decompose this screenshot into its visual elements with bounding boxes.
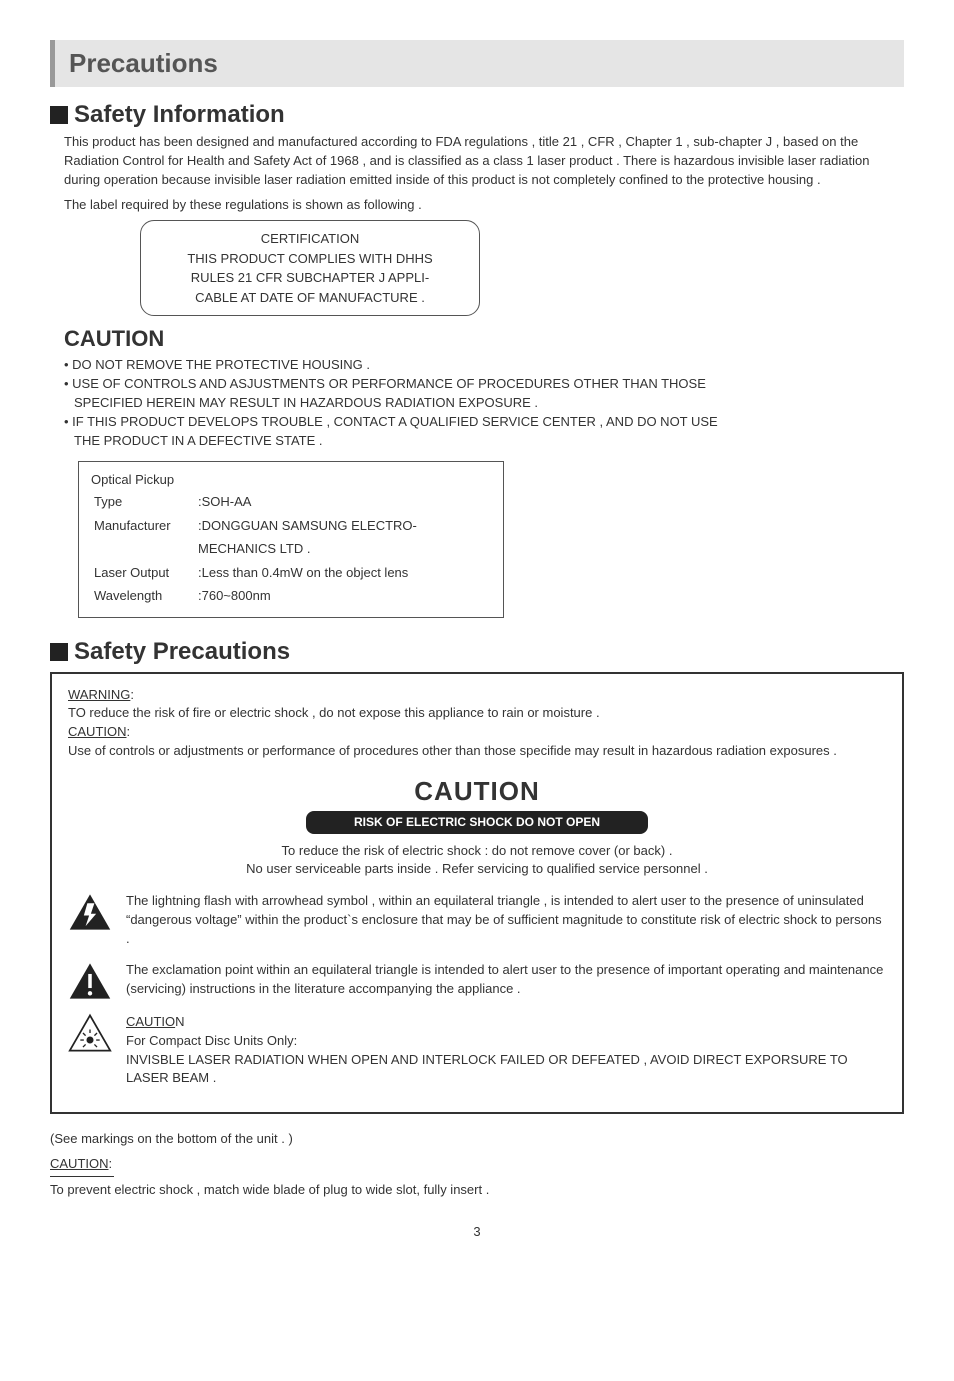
certification-box: CERTIFICATION THIS PRODUCT COMPLIES WITH… <box>140 220 480 316</box>
laser-row: CAUTION For Compact Disc Units Only: INV… <box>68 1013 886 1088</box>
safety-info-heading: Safety Information <box>50 101 904 129</box>
bottom-caution-label: CAUTION <box>50 1156 109 1171</box>
type-label: Type <box>93 491 195 513</box>
centered-text: To reduce the risk of electric shock : d… <box>68 842 886 878</box>
mfg-val: :DONGGUAN SAMSUNG ELECTRO- <box>197 515 418 537</box>
caution-label: CAUTION <box>68 724 127 739</box>
warning-box: WARNING: TO reduce the risk of fire or e… <box>50 672 904 1115</box>
laser-line1: For Compact Disc Units Only: <box>126 1032 886 1051</box>
safety-info-body: This product has been designed and manuf… <box>64 133 904 190</box>
bottom-caution-colon: : <box>109 1156 113 1171</box>
square-icon <box>50 106 68 124</box>
safety-precautions-heading: Safety Precautions <box>50 638 904 666</box>
cert-line4: CABLE AT DATE OF MANUFACTURE . <box>155 288 465 308</box>
cert-line3: RULES 21 CFR SUBCHAPTER J APPLI- <box>155 268 465 288</box>
bullet-2b: SPECIFIED HEREIN MAY RESULT IN HAZARDOUS… <box>74 394 904 413</box>
lightning-text: The lightning flash with arrowhead symbo… <box>126 892 886 949</box>
see-markings: (See markings on the bottom of the unit … <box>50 1130 904 1149</box>
exclaim-row: The exclamation point within an equilate… <box>68 961 886 1001</box>
cert-line2: THIS PRODUCT COMPLIES WITH DHHS <box>155 249 465 269</box>
bottom-text: To prevent electric shock , match wide b… <box>50 1181 904 1200</box>
center-line2: No user serviceable parts inside . Refer… <box>68 860 886 878</box>
page-number: 3 <box>50 1224 904 1239</box>
lightning-triangle-icon <box>68 892 112 932</box>
exclamation-triangle-icon <box>68 961 112 1001</box>
square-icon <box>50 643 68 661</box>
center-line1: To reduce the risk of electric shock : d… <box>68 842 886 860</box>
exclaim-text: The exclamation point within an equilate… <box>126 961 886 999</box>
laser-label: Laser Output <box>93 562 195 584</box>
laser-caution-label: CAUTION <box>126 1013 886 1032</box>
wave-label: Wavelength <box>93 585 195 607</box>
caution-heading: CAUTION <box>64 326 904 352</box>
warning-colon: : <box>130 687 134 702</box>
warning-text: TO reduce the risk of fire or electric s… <box>68 704 886 723</box>
warning-line: WARNING: <box>68 686 886 705</box>
caution-line: CAUTION: <box>68 723 886 742</box>
bullet-3b: THE PRODUCT IN A DEFECTIVE STATE . <box>74 432 904 451</box>
risk-bar: RISK OF ELECTRIC SHOCK DO NOT OPEN <box>306 811 648 834</box>
pickup-table: Type:SOH-AA Manufacturer:DONGGUAN SAMSUN… <box>91 489 420 609</box>
safety-info-title: Safety Information <box>74 101 285 129</box>
caution-colon: : <box>127 724 131 739</box>
mfg-label: Manufacturer <box>93 515 195 537</box>
bullet-1: • DO NOT REMOVE THE PROTECTIVE HOUSING . <box>64 356 904 375</box>
type-val: :SOH-AA <box>197 491 418 513</box>
bullet-3: • IF THIS PRODUCT DEVELOPS TROUBLE , CON… <box>64 413 904 432</box>
laser-line2: INVISBLE LASER RADIATION WHEN OPEN AND I… <box>126 1051 886 1089</box>
caution-overline <box>50 1176 114 1177</box>
page-title: Precautions <box>69 48 890 79</box>
cert-line1: CERTIFICATION <box>155 229 465 249</box>
mfg-val2: MECHANICS LTD . <box>197 538 418 560</box>
safety-precautions-title: Safety Precautions <box>74 638 290 666</box>
optical-pickup-box: Optical Pickup Type:SOH-AA Manufacturer:… <box>78 461 504 618</box>
laser-val: :Less than 0.4mW on the object lens <box>197 562 418 584</box>
laser-triangle-icon <box>68 1013 112 1053</box>
caution-bullets: • DO NOT REMOVE THE PROTECTIVE HOUSING .… <box>64 356 904 450</box>
page-header: Precautions <box>50 40 904 87</box>
caution-inner-title: CAUTION <box>68 773 886 811</box>
safety-info-body2: The label required by these regulations … <box>64 196 904 215</box>
laser-text-block: CAUTION For Compact Disc Units Only: INV… <box>126 1013 886 1088</box>
bullet-2: • USE OF CONTROLS AND ASJUSTMENTS OR PER… <box>64 375 904 394</box>
pickup-title: Optical Pickup <box>91 470 491 490</box>
wave-val: :760~800nm <box>197 585 418 607</box>
lightning-row: The lightning flash with arrowhead symbo… <box>68 892 886 949</box>
warning-label: WARNING <box>68 687 130 702</box>
caution-text: Use of controls or adjustments or perfor… <box>68 742 886 761</box>
bottom-caution-line: CAUTION: <box>50 1155 904 1174</box>
